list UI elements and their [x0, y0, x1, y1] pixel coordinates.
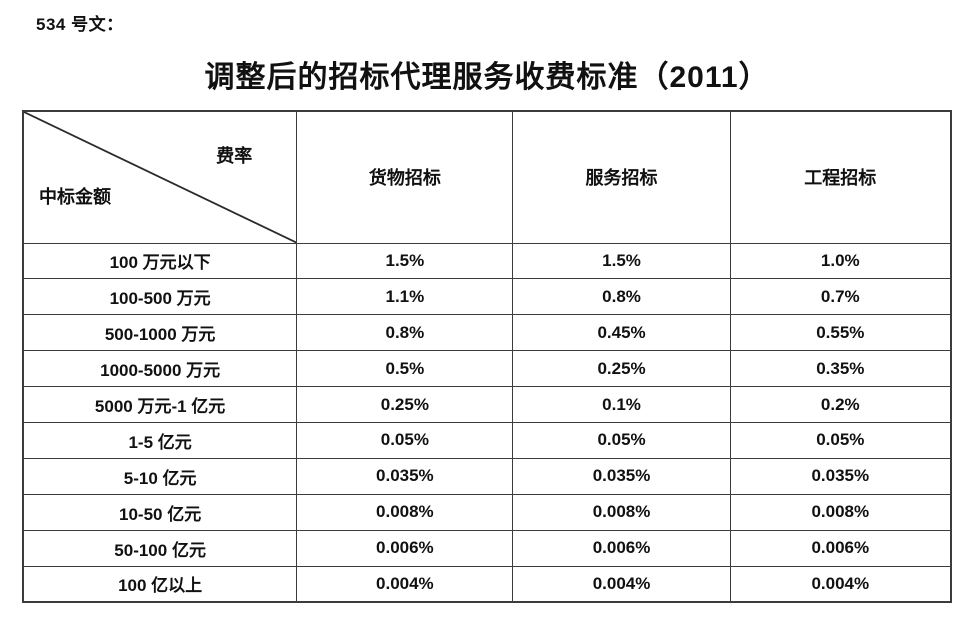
amount-range-cell: 100-500 万元: [22, 278, 298, 316]
table-row: 100 亿以上 0.004% 0.004% 0.004%: [22, 565, 952, 603]
services-rate-cell: 0.006%: [512, 529, 731, 567]
table-header-row: 费率 中标金额 货物招标 服务招标 工程招标: [22, 110, 952, 244]
services-rate-cell: 0.035%: [512, 457, 731, 495]
table-row: 5000 万元-1 亿元 0.25% 0.1% 0.2%: [22, 386, 952, 423]
services-rate-cell: 0.1%: [512, 386, 731, 423]
amount-range-cell: 1-5 亿元: [22, 421, 298, 459]
goods-rate-cell: 0.008%: [296, 493, 514, 531]
goods-rate-cell: 0.004%: [296, 565, 514, 603]
page-title: 调整后的招标代理服务收费标准（2011）: [204, 61, 770, 94]
goods-rate-cell: 0.25%: [296, 386, 514, 423]
engineering-rate-cell: 0.35%: [729, 350, 952, 388]
amount-range-cell: 50-100 亿元: [22, 529, 298, 567]
goods-rate-cell: 0.05%: [296, 421, 514, 459]
services-rate-cell: 0.45%: [512, 314, 731, 352]
amount-range-cell: 10-50 亿元: [22, 493, 298, 531]
document-number-label: 534 号文：: [36, 15, 124, 34]
engineering-rate-cell: 0.05%: [729, 421, 952, 459]
column-header-engineering-bidding: 工程招标: [729, 110, 952, 244]
services-rate-cell: 1.5%: [512, 242, 731, 280]
services-rate-cell: 0.008%: [512, 493, 731, 531]
engineering-rate-cell: 0.008%: [729, 493, 952, 531]
engineering-rate-cell: 0.004%: [729, 565, 952, 603]
corner-label-rate: 费率: [216, 146, 253, 166]
column-header-goods-bidding: 货物招标: [296, 110, 514, 244]
services-rate-cell: 0.8%: [512, 278, 731, 316]
table-row: 100-500 万元 1.1% 0.8% 0.7%: [22, 278, 952, 316]
amount-range-cell: 100 亿以上: [22, 565, 298, 603]
table-body: 100 万元以下 1.5% 1.5% 1.0% 100-500 万元 1.1% 0.8% 0.…: [22, 242, 952, 603]
engineering-rate-cell: 0.035%: [729, 457, 952, 495]
engineering-rate-cell: 0.55%: [729, 314, 952, 352]
amount-range-cell: 500-1000 万元: [22, 314, 298, 352]
services-rate-cell: 0.004%: [512, 565, 731, 603]
engineering-rate-cell: 0.7%: [729, 278, 952, 316]
goods-rate-cell: 0.5%: [296, 350, 514, 388]
table-row: 5-10 亿元 0.035% 0.035% 0.035%: [22, 457, 952, 495]
table-row: 50-100 亿元 0.006% 0.006% 0.006%: [22, 529, 952, 567]
engineering-rate-cell: 0.2%: [729, 386, 952, 423]
goods-rate-cell: 1.1%: [296, 278, 514, 316]
table-row: 1000-5000 万元 0.5% 0.25% 0.35%: [22, 350, 952, 388]
table-row: 10-50 亿元 0.008% 0.008% 0.008%: [22, 493, 952, 531]
engineering-rate-cell: 1.0%: [729, 242, 952, 280]
corner-header-cell: 费率 中标金额: [22, 110, 298, 244]
services-rate-cell: 0.25%: [512, 350, 731, 388]
goods-rate-cell: 0.035%: [296, 457, 514, 495]
amount-range-cell: 1000-5000 万元: [22, 350, 298, 388]
table-row: 100 万元以下 1.5% 1.5% 1.0%: [22, 242, 952, 280]
column-header-services-bidding: 服务招标: [512, 110, 731, 244]
engineering-rate-cell: 0.006%: [729, 529, 952, 567]
services-rate-cell: 0.05%: [512, 421, 731, 459]
amount-range-cell: 5-10 亿元: [22, 457, 298, 495]
table-row: 500-1000 万元 0.8% 0.45% 0.55%: [22, 314, 952, 352]
fee-rate-table: 费率 中标金额 货物招标 服务招标 工程招标 100 万元以下 1.5% 1.5% 1…: [22, 110, 952, 603]
amount-range-cell: 5000 万元-1 亿元: [22, 386, 298, 423]
goods-rate-cell: 1.5%: [296, 242, 514, 280]
amount-range-cell: 100 万元以下: [22, 242, 298, 280]
corner-label-amount: 中标金额: [39, 186, 111, 207]
goods-rate-cell: 0.006%: [296, 529, 514, 567]
diagonal-divider-line: [24, 112, 297, 243]
goods-rate-cell: 0.8%: [296, 314, 514, 352]
table-row: 1-5 亿元 0.05% 0.05% 0.05%: [22, 421, 952, 459]
